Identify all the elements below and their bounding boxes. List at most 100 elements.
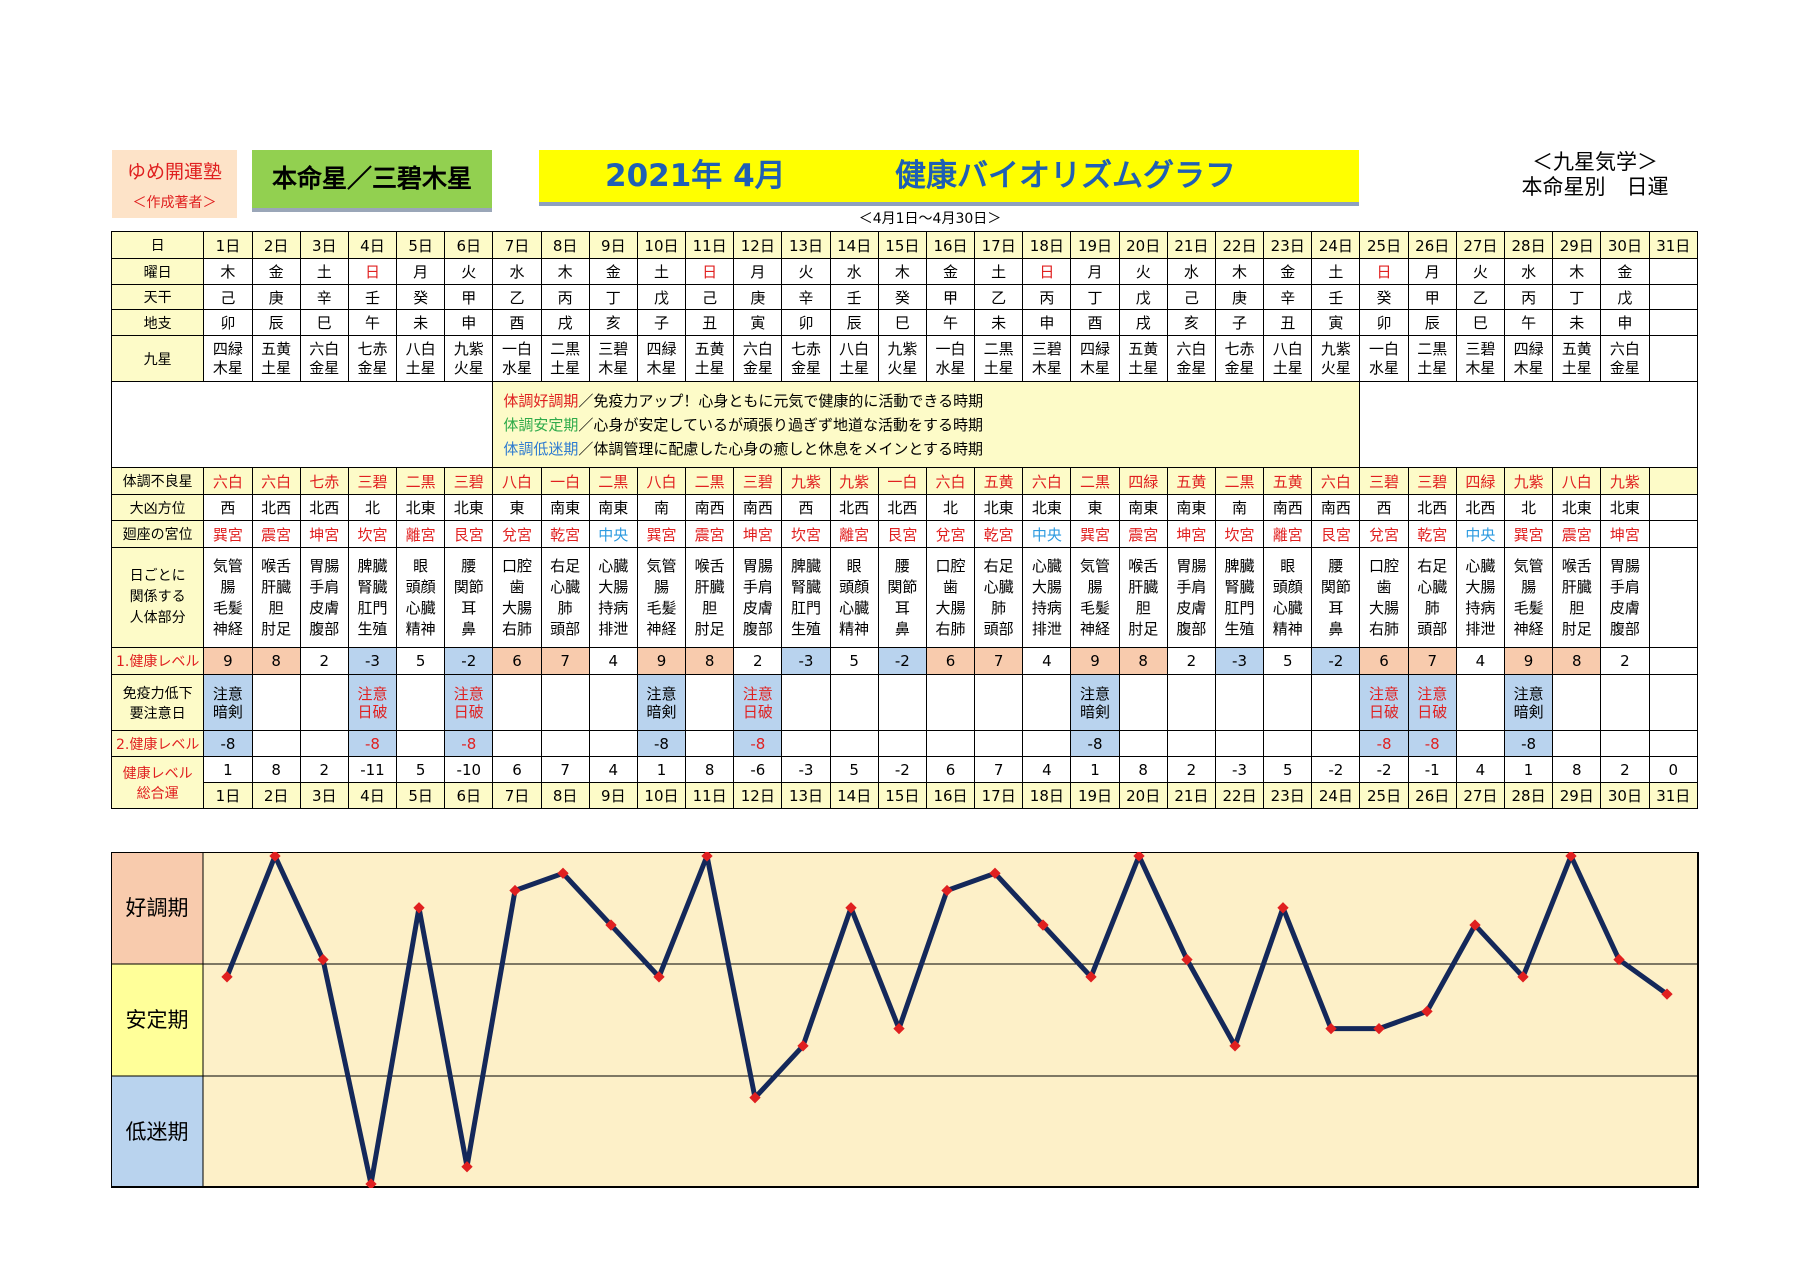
day-cell: 4日 [347,231,398,259]
body-part-item: 右肺 [935,619,966,638]
kyusei-line1: ＜九星気学＞ [1532,150,1658,174]
body-part-item: 眼 [846,556,862,575]
body-part-item: 大腸 [1465,577,1496,596]
tenkan-cell: 戊 [1600,284,1650,310]
total-cell: 1 [1070,756,1120,783]
weekday-cell: 日 [1022,258,1072,285]
data-point-marker [1421,1005,1433,1018]
note-term: 体調低迷期 [503,439,579,458]
body-part-cell: 喉舌 肝臓胆肘足 [251,547,301,648]
tenkan-cell: 甲 [925,284,976,310]
warning-cell [1648,674,1698,731]
body-part-item: 耳 [1328,598,1344,617]
daikyo-cell: 南 [636,494,687,521]
kyusei-star: 八白 [839,339,870,358]
level1-cell: 8 [1118,647,1168,675]
kyusei-cell: 三碧 木星 [1022,335,1072,382]
total-cell: -2 [1359,756,1409,783]
tenkan-cell: 壬 [347,284,398,310]
kyusei-element: 木星 [1080,358,1111,377]
chishi-cell: 子 [636,309,687,336]
body-part-cell: 口腔歯大腸 右肺 [492,547,542,648]
chishi-cell: 午 [1503,309,1554,336]
chart-day-cell: 15日 [877,782,927,809]
body-part-item: 肺 [991,598,1007,617]
chishi-cell: 卯 [203,309,253,336]
body-part-item: 喉舌 [261,556,292,575]
total-cell: 2 [1600,756,1650,783]
level1-cell: -2 [1311,647,1361,675]
bad-star-cell: 二黒 [1214,467,1265,495]
kyusei-element: 火星 [453,358,484,377]
weekday-cell: 木 [203,258,253,285]
level1-cell: -3 [1214,647,1265,675]
level2-cell [251,730,301,757]
daikyo-cell: 南西 [733,494,783,521]
bad-star-cell: 七赤 [299,467,349,495]
daikyo-cell: 東 [492,494,542,521]
daikyo-label-line: 大凶方位 [129,500,186,517]
body-part-cell: 気管腸毛髪 神経 [1503,547,1554,648]
body-part-item: 心臓 [1417,577,1448,596]
kyusei-star: 八白 [1272,339,1303,358]
warning-cell [1600,674,1650,731]
kyusei-element: 火星 [1320,358,1351,377]
warning-cell: 注意 日破 [347,674,398,731]
data-point-marker [1469,919,1481,931]
daikyo-cell: 西 [1359,494,1409,521]
level2-cell: -8 [1070,730,1120,757]
level1-cell: 8 [1552,647,1602,675]
body-part-item: 腹部 [309,619,340,638]
level1-cell: 4 [1455,647,1505,675]
tenkan-cell: 己 [1166,284,1216,310]
kyusei-element: 水星 [935,358,966,377]
level1-cell: 6 [1359,647,1409,675]
period-notes: 体調好調期／免疫力アップ！心身ともに元気で健康的に活動できる時期 体調安定期／心身… [492,381,1361,468]
day-label-line: 日 [150,238,165,254]
day-cell: 2日 [251,231,301,259]
warning-cell [1263,674,1313,731]
body-part-item: 眼 [1280,556,1296,575]
tenkan-cell: 乙 [492,284,542,310]
kyusei-star: 六白 [742,339,773,358]
tenkan-cell: 丙 [1503,284,1554,310]
weekday-label-row: 曜日木金土日月火水木金土日月火水木金土日月火水木金土日月火水木金 [110,258,1698,285]
body-part-item: 肺 [557,598,573,617]
kyusei-cell: 八白 土星 [829,335,879,382]
chart-day-cell: 3日 [299,782,349,809]
weekday-cell: 金 [1263,258,1313,285]
chart-day-cell: 26日 [1407,782,1457,809]
weekday-cell: 土 [636,258,687,285]
kaiza-cell: 中央 [1455,520,1505,548]
day-cell: 26日 [1407,231,1457,259]
bad-star-cell: 四緑 [1455,467,1505,495]
body-part-cell: 胃腸 手肩 皮膚 腹部 [733,547,783,648]
plot-background [203,852,1699,1188]
warning-cell [588,674,638,731]
level2-cell: -8 [636,730,687,757]
level1-cell: 9 [1503,647,1554,675]
page-title: 2021年 4月 健康バイオリズムグラフ [539,150,1359,206]
daikyo-cell [1648,494,1698,521]
daikyo-cell: 北東 [396,494,446,521]
author-role: ＜作成著者＞ [132,195,217,211]
body-part-item: 胃腸 [1609,556,1640,575]
author-box: ゆめ開運塾 ＜作成著者＞ [112,150,237,218]
weekday-cell: 金 [251,258,301,285]
weekday-cell: 木 [1552,258,1602,285]
kaiza-cell: 中央 [1022,520,1072,548]
tenkan-label-line: 天干 [143,290,172,306]
warning-line2: 暗剣 [212,702,243,721]
kyusei-cell: 二黒 土星 [540,335,590,382]
body-part-item: 腰 [894,556,910,575]
chart-day-cell: 28日 [1503,782,1554,809]
tenkan-cell: 辛 [299,284,349,310]
level1-cell: -3 [781,647,831,675]
weekday-cell: 火 [1455,258,1505,285]
kyusei-cell: 一白 水星 [925,335,976,382]
body-part-item: 気管 [646,556,677,575]
daikyo-cell: 南 [1214,494,1265,521]
warning-cell [1022,674,1072,731]
total-cell: 5 [1263,756,1313,783]
weekday-cell: 火 [781,258,831,285]
